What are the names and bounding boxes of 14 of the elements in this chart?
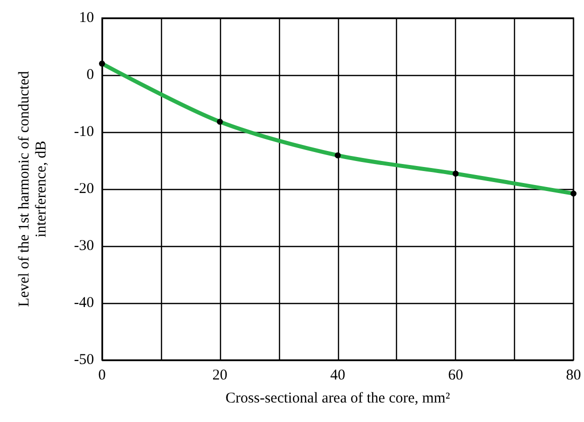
- y-tick-label: -50: [74, 352, 94, 368]
- y-tick-label: -40: [74, 295, 94, 311]
- y-tick-label: -20: [74, 181, 94, 197]
- x-axis-title: Cross-sectional area of the core, mm²: [226, 390, 450, 406]
- y-tick-label: -30: [74, 238, 94, 254]
- x-tick-label: 0: [98, 368, 106, 384]
- x-tick-label: 60: [448, 368, 464, 384]
- x-tick-label: 40: [330, 368, 346, 384]
- x-tick-label: 20: [212, 368, 228, 384]
- y-axis-title: Level of the 1st harmonic of conducted interference, dB: [16, 70, 50, 307]
- y-tick-label: 0: [86, 67, 94, 83]
- x-tick-label: 80: [566, 368, 581, 384]
- y-tick-label: -10: [74, 124, 94, 140]
- y-tick-label: 10: [79, 10, 94, 26]
